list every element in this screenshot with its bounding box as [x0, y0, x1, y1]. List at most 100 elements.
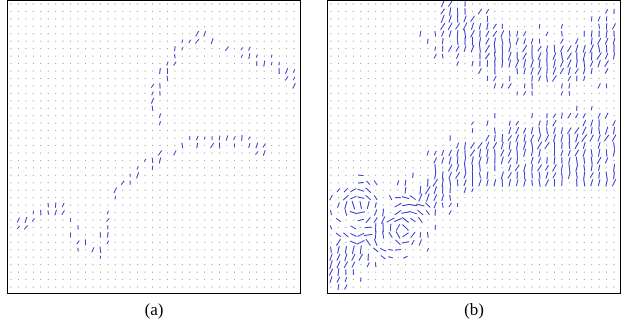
grid-dot	[457, 234, 459, 236]
grid-dot	[531, 256, 533, 258]
grid-dot	[524, 10, 526, 12]
grid-dot	[40, 48, 42, 50]
grid-dot	[196, 55, 198, 57]
grid-dot	[211, 197, 213, 199]
grid-dot	[330, 115, 332, 117]
grid-dot	[181, 227, 183, 228]
grid-dot	[174, 189, 176, 191]
flow-vector	[561, 31, 563, 37]
grid-dot	[40, 189, 42, 191]
grid-dot	[271, 167, 273, 169]
grid-dot	[211, 152, 213, 154]
grid-dot	[70, 145, 72, 146]
flow-vector	[478, 179, 482, 187]
flow-vector	[373, 195, 378, 201]
flow-vector	[486, 148, 489, 158]
grid-dot	[248, 152, 250, 154]
flow-vector	[507, 83, 512, 89]
grid-dot	[181, 115, 183, 117]
flow-vector	[604, 60, 609, 67]
grid-dot	[17, 189, 19, 191]
grid-dot	[263, 249, 265, 251]
grid-dot	[129, 100, 131, 102]
grid-dot	[241, 159, 243, 161]
flow-vector	[158, 113, 162, 119]
flow-vector	[544, 141, 550, 150]
grid-dot	[241, 70, 243, 72]
grid-dot	[70, 241, 72, 243]
grid-dot	[442, 219, 444, 221]
flow-vector	[433, 150, 437, 156]
grid-dot	[524, 249, 526, 251]
grid-dot	[137, 159, 139, 161]
grid-dot	[591, 189, 593, 191]
grid-dot	[17, 249, 19, 251]
grid-dot	[159, 227, 161, 228]
grid-dot	[457, 227, 459, 228]
grid-dot	[211, 219, 213, 221]
flow-vector	[357, 174, 364, 177]
grid-dot	[174, 174, 176, 176]
grid-dot	[345, 122, 347, 124]
grid-dot	[241, 10, 243, 12]
panel-b-caption: (b)	[464, 300, 484, 319]
grid-dot	[77, 18, 79, 20]
grid-dot	[583, 92, 585, 94]
flow-vector	[396, 180, 400, 186]
flow-vector	[356, 211, 365, 214]
grid-dot	[77, 279, 79, 281]
grid-dot	[77, 159, 79, 161]
grid-dot	[129, 70, 131, 72]
grid-dot	[166, 212, 168, 213]
grid-dot	[204, 279, 206, 281]
grid-dot	[107, 85, 109, 87]
flow-vector	[357, 232, 365, 237]
grid-dot	[419, 25, 421, 27]
grid-dot	[554, 100, 555, 102]
flow-vector	[174, 53, 176, 59]
grid-dot	[241, 145, 243, 146]
flow-vector	[479, 164, 481, 172]
grid-dot	[174, 264, 176, 266]
grid-dot	[55, 167, 57, 169]
grid-dot	[47, 10, 49, 12]
grid-dot	[234, 286, 235, 288]
grid-dot	[263, 78, 265, 79]
grid-dot	[241, 63, 243, 65]
grid-dot	[62, 182, 64, 184]
grid-dot	[25, 63, 27, 65]
grid-dot	[114, 3, 116, 5]
grid-dot	[457, 85, 459, 87]
grid-dot	[99, 122, 101, 124]
flow-vector	[462, 22, 468, 31]
grid-dot	[427, 115, 429, 117]
grid-dot	[561, 279, 563, 281]
grid-dot	[85, 78, 86, 79]
flow-vector	[508, 141, 511, 150]
grid-dot	[196, 70, 198, 72]
grid-dot	[32, 145, 34, 146]
grid-dot	[583, 234, 585, 236]
grid-dot	[337, 197, 339, 199]
grid-dot	[122, 197, 124, 199]
grid-dot	[464, 234, 466, 236]
flow-vector	[389, 223, 392, 232]
grid-dot	[55, 256, 57, 258]
grid-dot	[166, 107, 168, 109]
flow-vector	[433, 194, 438, 202]
grid-dot	[494, 271, 496, 273]
grid-dot	[144, 227, 146, 228]
grid-dot	[457, 78, 459, 79]
grid-dot	[539, 92, 540, 94]
grid-dot	[271, 92, 273, 94]
grid-dot	[241, 130, 243, 132]
grid-dot	[352, 145, 354, 146]
grid-dot	[62, 48, 64, 50]
grid-dot	[226, 152, 228, 154]
grid-dot	[293, 55, 295, 57]
grid-dot	[211, 18, 213, 20]
grid-dot	[337, 33, 339, 35]
grid-dot	[524, 78, 526, 79]
grid-dot	[99, 92, 101, 94]
flow-vector	[364, 226, 372, 229]
